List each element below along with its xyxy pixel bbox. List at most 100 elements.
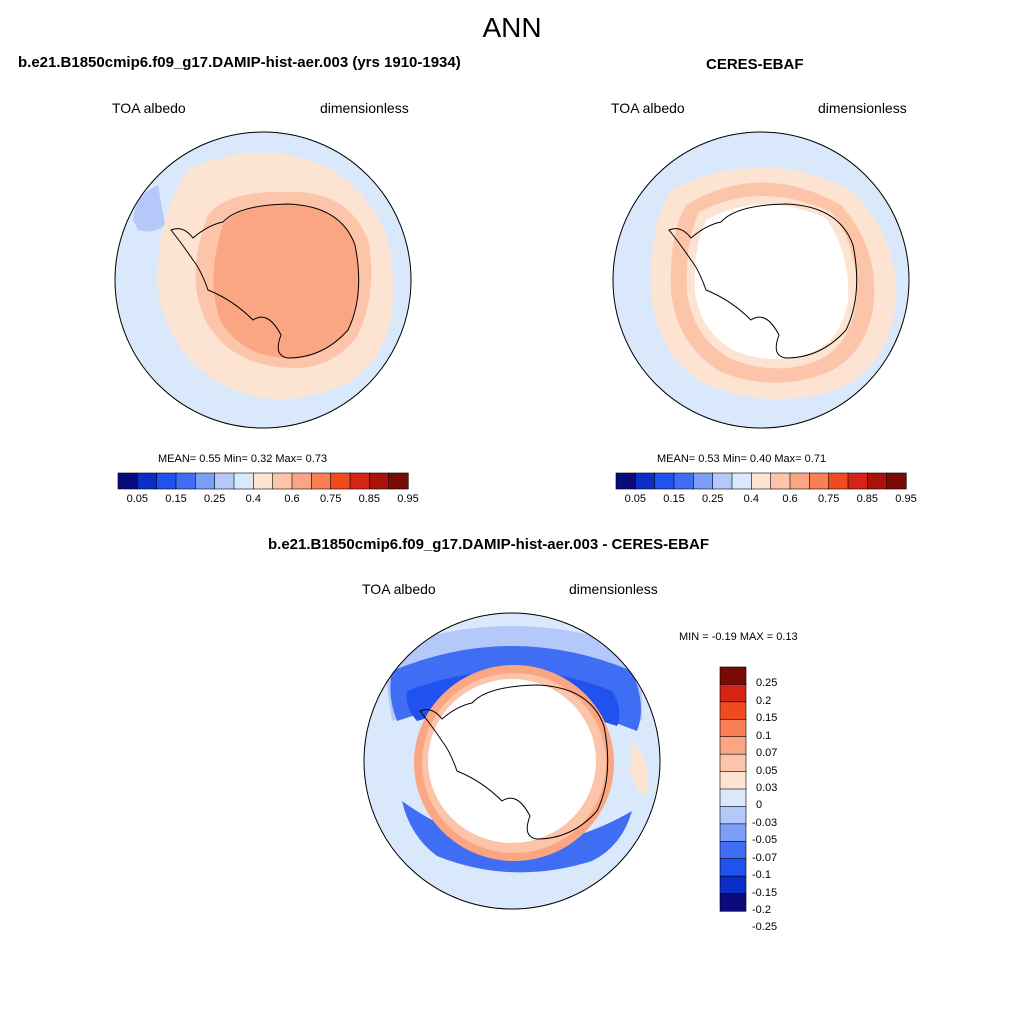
colorbar-3-swatch [719,718,747,738]
colorbar-3-tick-label: 0.15 [756,712,778,725]
panel-1-colorbar-labels: 0.05 0.15 0.25 0.4 0.6 0.75 0.85 0.95 [118,493,419,507]
colorbar-2-swatch [809,472,830,490]
colorbar-2-swatch [712,472,733,490]
panel-1-low-albedo-patch [133,185,165,232]
colorbar-2-tick-label: 0.6 [782,493,798,505]
colorbar-1-swatch [175,472,196,490]
panel-3-right-label: dimensionless [569,581,658,597]
panel-1-title: b.e21.B1850cmip6.f09_g17.DAMIP-hist-aer.… [18,54,461,71]
colorbar-3-swatch [719,893,747,912]
colorbar-1-swatch [330,472,351,490]
colorbar-3-swatch [719,806,747,825]
panel-3-east-positive-patch [630,741,648,796]
panel-1-colorbar [117,472,409,490]
colorbar-1-tick-label: 0.25 [203,493,226,505]
colorbar-1-swatch [214,472,235,490]
panel-3-colorbar-labels: 0.25 0.2 0.15 0.1 0.07 0.05 0.03 0 -0.03 -0.05 -0.… [752,667,812,933]
colorbar-2-tick-label: 0.4 [743,493,759,505]
panel-2-colorbar [615,472,907,490]
colorbar-3-tick-label: -0.05 [752,834,778,847]
panel-2-left-label: TOA albedo [611,100,685,116]
colorbar-1-tick-label: 0.95 [397,493,419,505]
colorbar-1-swatch [349,472,370,490]
colorbar-1-swatch [117,472,138,490]
colorbar-2-swatch [770,472,791,490]
colorbar-3-swatch [719,788,747,808]
colorbar-3-tick-label: -0.15 [752,886,778,899]
colorbar-1-tick-label: 0.85 [358,493,381,505]
colorbar-2-tick-label: 0.75 [817,493,840,505]
panel-3-missing-data-region [428,679,596,843]
colorbar-3-tick-label: -0.25 [752,921,778,934]
colorbar-1-swatch [291,472,312,490]
panel-1-left-label: TOA albedo [112,100,186,116]
colorbar-2-tick-label: 0.05 [624,493,647,505]
colorbar-2-tick-label: 0.25 [701,493,724,505]
panel-3-left-label: TOA albedo [362,581,436,597]
colorbar-2-swatch [693,472,714,490]
colorbar-3-swatch [719,840,747,860]
colorbar-1-swatch [156,472,177,490]
colorbar-3-tick-label: 0.1 [756,729,772,742]
panel-3-stats: MIN = -0.19 MAX = 0.13 [679,631,798,643]
panel-3-south-blue-band [402,801,632,873]
colorbar-2-swatch [673,472,694,490]
colorbar-2-swatch [731,472,752,490]
panel-3-map-border [363,612,661,910]
colorbar-2-tick-label: 0.85 [856,493,879,505]
panel-3-coastline [419,684,609,840]
colorbar-1-swatch [272,472,293,490]
colorbar-3-tick-label: 0.07 [756,747,778,760]
panel-3-map [363,612,661,910]
panel-2-right-label: dimensionless [818,100,907,116]
colorbar-3-tick-label: -0.07 [752,851,778,864]
panel-2-map-border [612,131,910,429]
colorbar-1-swatch [233,472,254,490]
panel-1-map [114,131,412,429]
panel-2-colorbar-labels: 0.05 0.15 0.25 0.4 0.6 0.75 0.85 0.95 [616,493,917,507]
colorbar-3-swatch [719,736,747,755]
colorbar-2-swatch [654,472,675,490]
panel-2-coastline [668,203,858,359]
colorbar-2-swatch [828,472,849,490]
colorbar-1-swatch [388,472,409,490]
colorbar-1-swatch [311,472,332,490]
colorbar-1-tick-label: 0.6 [284,493,300,505]
panel-2-map [612,131,910,429]
colorbar-2-swatch [886,472,907,490]
colorbar-3-swatch [719,858,747,877]
colorbar-3-swatch [719,684,747,703]
colorbar-1-swatch [195,472,216,490]
colorbar-1-tick-label: 0.05 [126,493,149,505]
colorbar-1-swatch [369,472,390,490]
colorbar-1-swatch [253,472,274,490]
colorbar-3-swatch [719,666,747,686]
colorbar-2-swatch [635,472,656,490]
panel-1-right-label: dimensionless [320,100,409,116]
colorbar-3-tick-label: 0.2 [756,694,772,707]
colorbar-3-tick-label: 0.03 [756,782,778,794]
colorbar-1-swatch [137,472,158,490]
main-title: ANN [482,12,542,43]
colorbar-2-swatch [867,472,888,490]
colorbar-3-swatch [719,753,747,773]
colorbar-3-swatch [719,701,747,720]
panel-1-map-border [114,131,412,429]
colorbar-3-tick-label: 0.25 [756,677,778,690]
panel-2-stats: MEAN= 0.53 Min= 0.40 Max= 0.71 [657,453,827,465]
colorbar-3-tick-label: -0.2 [752,904,771,916]
colorbar-1-tick-label: 0.15 [165,493,187,505]
colorbar-3-tick-label: -0.1 [752,869,771,882]
panel-3-title: b.e21.B1850cmip6.f09_g17.DAMIP-hist-aer.… [268,536,709,553]
colorbar-1-tick-label: 0.75 [319,493,342,505]
colorbar-3-swatch [719,771,747,790]
panel-1-coastline [170,203,360,359]
panel-3-colorbar [719,666,747,912]
panel-1-ice-sheet [213,204,359,358]
colorbar-1-tick-label: 0.4 [245,493,261,505]
colorbar-2-tick-label: 0.15 [663,493,685,505]
colorbar-3-swatch [719,823,747,842]
panel-1-stats: MEAN= 0.55 Min= 0.32 Max= 0.73 [158,453,328,465]
colorbar-2-swatch [847,472,868,490]
panel-2-title: CERES-EBAF [706,56,804,73]
